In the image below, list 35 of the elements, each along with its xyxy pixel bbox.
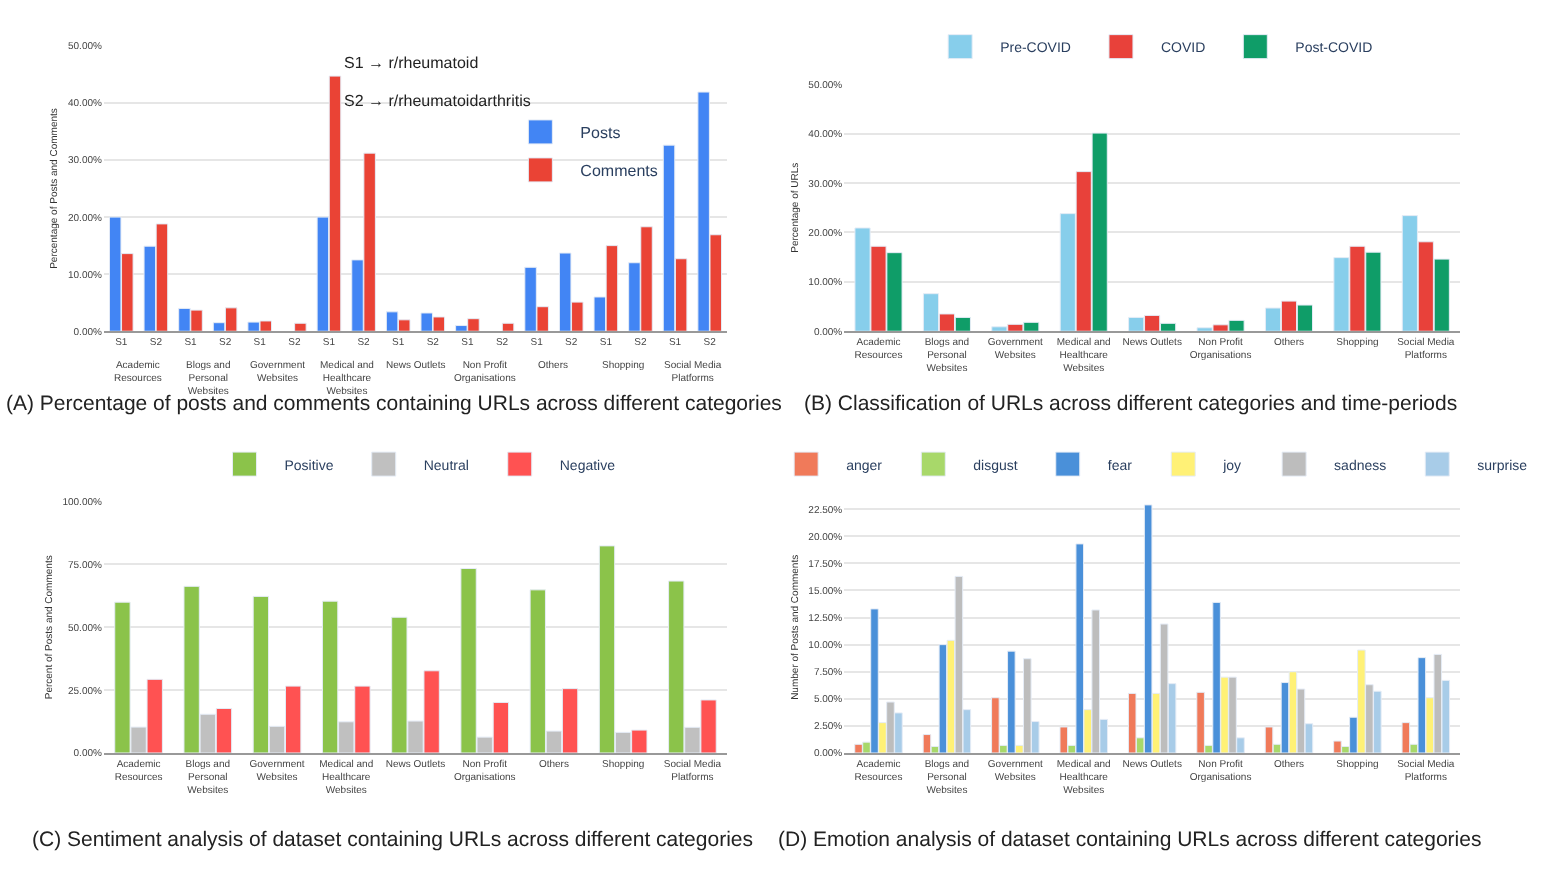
bar bbox=[1333, 740, 1342, 753]
bar bbox=[1196, 691, 1205, 753]
bar bbox=[1091, 609, 1101, 753]
bar bbox=[938, 644, 948, 753]
bar bbox=[501, 322, 515, 332]
bar bbox=[1059, 726, 1069, 753]
bar bbox=[1228, 676, 1237, 753]
bar bbox=[922, 734, 932, 753]
bar bbox=[1417, 657, 1427, 753]
bar bbox=[1075, 543, 1085, 753]
annotation: S1 → r/rheumatoid bbox=[344, 54, 479, 72]
bar bbox=[991, 697, 1000, 753]
bar bbox=[1357, 649, 1366, 753]
bar bbox=[1264, 726, 1274, 753]
legend-label: Comments bbox=[580, 162, 658, 181]
bar bbox=[1127, 692, 1137, 753]
bar bbox=[1212, 601, 1221, 753]
bar bbox=[294, 322, 307, 332]
bar bbox=[1143, 504, 1153, 753]
bar bbox=[854, 743, 863, 753]
bar bbox=[1401, 722, 1411, 753]
legend-label: Posts bbox=[580, 124, 621, 143]
bar bbox=[954, 575, 964, 753]
bar bbox=[1373, 690, 1382, 753]
bar bbox=[886, 701, 895, 753]
bar bbox=[1023, 658, 1032, 753]
text: (D) Emotion analysis of dataset containing URLs across different categories bbox=[778, 828, 1482, 852]
annotation: S2 → r/rheumatoidarthritis bbox=[344, 92, 531, 110]
text: (C) Sentiment analysis of dataset containing URLs across different categories bbox=[32, 828, 753, 852]
text: (B) Classification of URLs across different categories and time-periods bbox=[804, 392, 1458, 416]
bar bbox=[1159, 623, 1169, 753]
text: (A) Percentage of posts and comments containing URLs across different categories bbox=[6, 392, 782, 416]
bar bbox=[870, 608, 879, 753]
bar bbox=[1007, 650, 1016, 753]
bar bbox=[1433, 653, 1443, 753]
